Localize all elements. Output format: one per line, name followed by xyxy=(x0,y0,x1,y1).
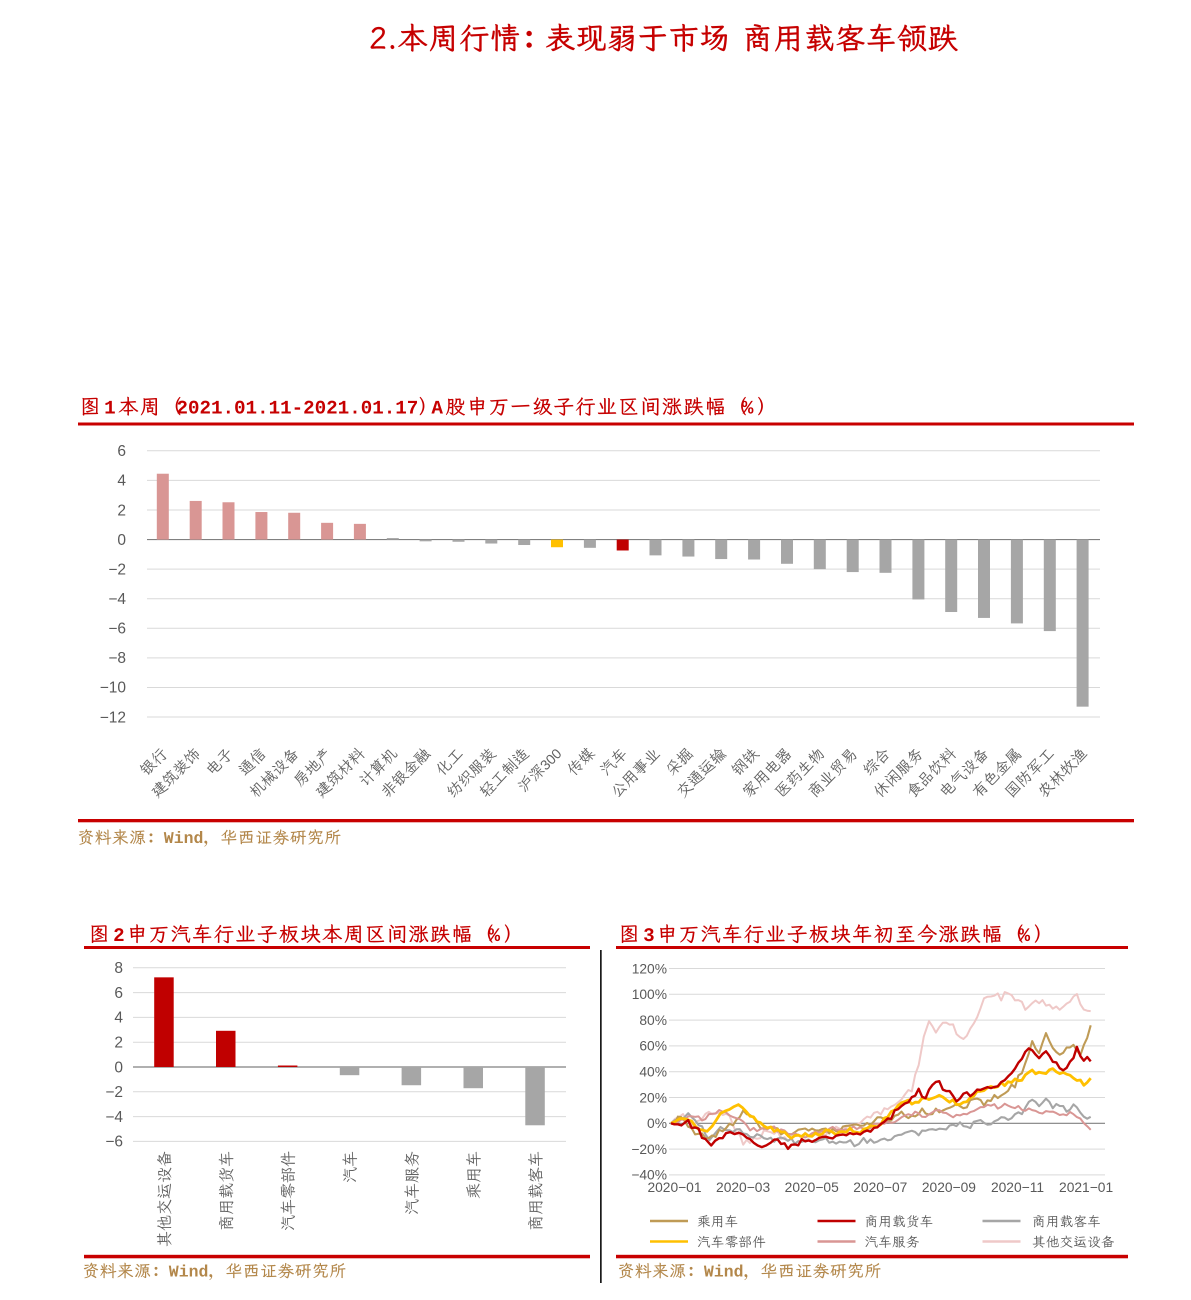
svg-text:4: 4 xyxy=(114,1010,123,1027)
svg-text:120%: 120% xyxy=(632,961,667,976)
svg-text:−20%: −20% xyxy=(631,1142,667,1157)
svg-text:2020−09: 2020−09 xyxy=(922,1180,976,1195)
svg-text:6: 6 xyxy=(114,985,123,1002)
svg-text:−2: −2 xyxy=(108,561,126,578)
svg-text:40%: 40% xyxy=(639,1065,667,1080)
svg-text:−4: −4 xyxy=(108,591,126,608)
svg-text:−10: −10 xyxy=(100,680,127,697)
svg-text:−6: −6 xyxy=(108,621,126,638)
svg-text:0: 0 xyxy=(117,532,126,549)
svg-text:0: 0 xyxy=(114,1059,123,1076)
svg-text:80%: 80% xyxy=(639,1013,667,1028)
svg-text:6: 6 xyxy=(117,443,126,460)
svg-text:2020−05: 2020−05 xyxy=(785,1180,839,1195)
svg-text:−8: −8 xyxy=(108,650,126,667)
svg-text:−4: −4 xyxy=(105,1109,123,1126)
svg-text:4: 4 xyxy=(117,473,126,490)
svg-text:2020−01: 2020−01 xyxy=(647,1180,701,1195)
svg-text:2020−11: 2020−11 xyxy=(991,1180,1044,1195)
svg-text:2: 2 xyxy=(114,1035,123,1052)
svg-text:20%: 20% xyxy=(639,1090,667,1105)
svg-text:0%: 0% xyxy=(647,1116,667,1131)
svg-text:2020−07: 2020−07 xyxy=(853,1180,907,1195)
svg-text:100%: 100% xyxy=(632,987,667,1002)
svg-text:−40%: −40% xyxy=(631,1168,667,1183)
svg-text:−6: −6 xyxy=(105,1134,123,1151)
svg-text:−12: −12 xyxy=(100,709,126,726)
svg-text:2020−03: 2020−03 xyxy=(716,1180,770,1195)
svg-text:8: 8 xyxy=(114,960,123,977)
svg-text:2021−01: 2021−01 xyxy=(1059,1180,1113,1195)
svg-text:2: 2 xyxy=(117,502,126,519)
svg-text:60%: 60% xyxy=(639,1039,667,1054)
svg-text:−2: −2 xyxy=(105,1084,123,1101)
